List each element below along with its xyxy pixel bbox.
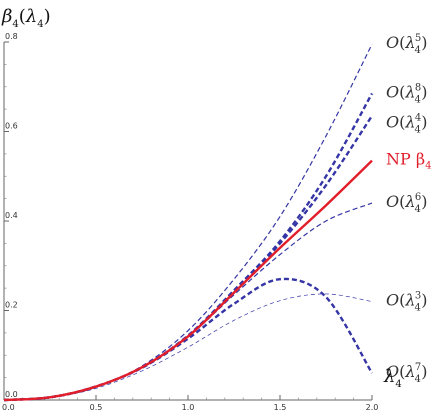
y-axis-title: β4(λ4) [1,6,51,30]
y-tick-label: 0.6 [5,122,18,131]
series-labels: O(λ45) O(λ48) O(λ44) NP β4 O(λ46) O(λ43) O(λ47… [386,33,431,385]
y-tick-label: 0.0 [5,390,18,399]
x-tick-label: 1.0 [182,403,195,412]
series-label-5: O(λ43) [386,291,428,314]
series-label-1: O(λ48) [386,82,428,105]
series-line-5 [3,293,373,401]
x-tick-label: 1.5 [274,403,287,412]
series-label-3: NP β4 [386,150,431,172]
y-tick-label: 0.4 [5,211,18,220]
series-label-4: O(λ46) [386,192,428,215]
series-line-4 [3,202,373,401]
series-line-3 [3,159,373,402]
series-label-2: O(λ44) [386,112,428,135]
series-label-6: O(λ47) [386,362,428,385]
x-tick-label: 2.0 [366,403,379,412]
series-line-1 [3,92,374,402]
y-tick-label: 0.2 [5,301,18,310]
x-tick-label: 0.0 [2,403,15,412]
series-line-0 [3,43,373,401]
series-lines [3,43,374,402]
x-axis-title: λ4 [383,366,402,390]
axes [3,42,372,401]
ticks: 0.0 0.5 1.0 1.5 2.0 0.0 0.2 0.4 0.6 0.8 [2,32,378,412]
y-tick-label: 0.8 [5,32,18,41]
series-line-2 [3,115,373,402]
axis-titles: β4(λ4) λ4 [1,6,402,390]
series-line-6 [3,277,374,402]
x-tick-label: 0.5 [90,403,103,412]
series-label-0: O(λ45) [386,33,428,56]
